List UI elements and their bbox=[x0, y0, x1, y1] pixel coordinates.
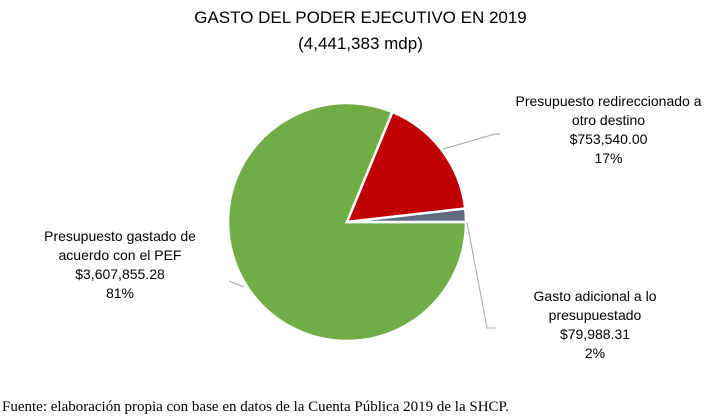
value-label: $753,540.00 bbox=[569, 131, 648, 147]
label-line: Gasto adicional a lo bbox=[533, 288, 657, 304]
label-line: Presupuesto gastado de bbox=[44, 228, 196, 244]
label-red-slice: Presupuesto redireccionado a otro destin… bbox=[496, 92, 721, 168]
chart-title: GASTO DEL PODER EJECUTIVO EN 2019 bbox=[194, 8, 527, 27]
slice-additional bbox=[346, 207, 468, 224]
slice-redirected bbox=[345, 110, 467, 224]
label-green-slice: Presupuesto gastado de acuerdo con el PE… bbox=[20, 227, 220, 303]
chart-subtitle: (4,441,383 mdp) bbox=[298, 34, 423, 53]
leader-line-additional bbox=[466, 221, 496, 329]
slice-pef bbox=[226, 101, 468, 343]
label-line: presupuestado bbox=[548, 307, 642, 323]
label-line: acuerdo con el PEF bbox=[58, 247, 182, 263]
percent-label: 2% bbox=[584, 345, 606, 361]
source-note: Fuente: elaboración propia con base en d… bbox=[2, 399, 509, 415]
percent-label: 81% bbox=[105, 285, 135, 301]
value-label: $3,607,855.28 bbox=[75, 266, 165, 282]
label-line: Presupuesto redireccionado a bbox=[515, 93, 702, 109]
label-grey-slice: Gasto adicional a lo presupuestado $79,9… bbox=[500, 287, 690, 363]
percent-label: 17% bbox=[594, 150, 623, 166]
leader-line-pef bbox=[228, 280, 245, 288]
label-line: otro destino bbox=[571, 112, 646, 128]
value-label: $79,988.31 bbox=[559, 326, 631, 342]
leader-line-redirected bbox=[442, 133, 500, 150]
